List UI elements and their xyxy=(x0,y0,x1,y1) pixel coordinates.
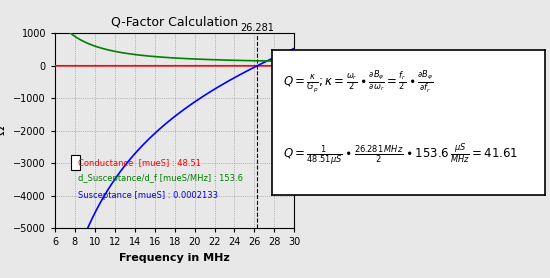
Text: Susceptance [mueS] : 0.0002133: Susceptance [mueS] : 0.0002133 xyxy=(78,191,218,200)
X-axis label: Frequency in MHz: Frequency in MHz xyxy=(119,252,230,262)
Y-axis label: Ω: Ω xyxy=(0,126,8,135)
Text: $Q = \frac{\kappa}{G_p};\kappa = \frac{\omega_r}{2}\bullet\frac{\partial B_{\var: $Q = \frac{\kappa}{G_p};\kappa = \frac{\… xyxy=(283,69,434,95)
Text: $Q = \frac{1}{48.51\mu S}\bullet\frac{26.281\,MHz}{2}\bullet 153.6\,\frac{\mu S}: $Q = \frac{1}{48.51\mu S}\bullet\frac{26… xyxy=(283,141,519,167)
Text: Conductance  [mueS] : 48.51: Conductance [mueS] : 48.51 xyxy=(78,158,201,167)
Title: Q-Factor Calculation: Q-Factor Calculation xyxy=(111,15,238,28)
Text: 26.281: 26.281 xyxy=(240,23,274,33)
Text: d_Susceptance/d_f [mueS/MHz] : 153.6: d_Susceptance/d_f [mueS/MHz] : 153.6 xyxy=(78,175,243,183)
